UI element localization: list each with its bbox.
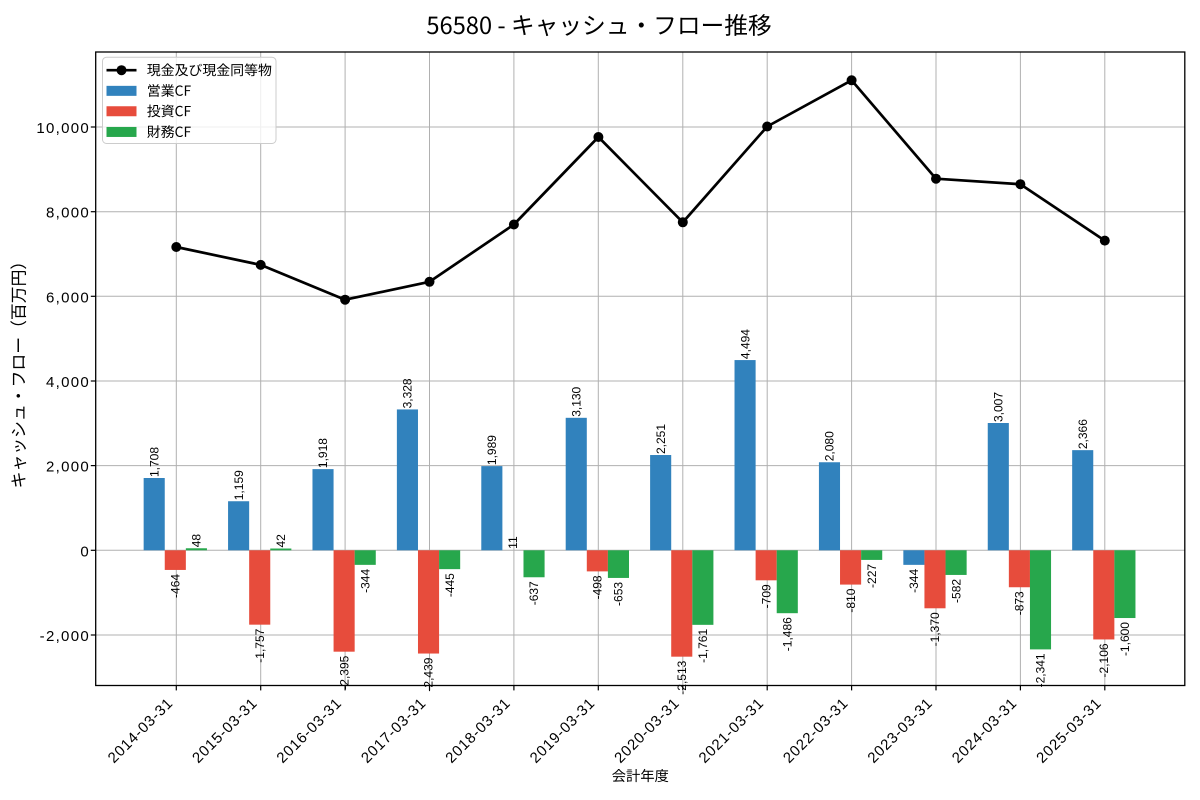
svg-text:-2,000: -2,000 xyxy=(40,628,90,645)
svg-text:4,494: 4,494 xyxy=(738,329,752,359)
svg-text:0: 0 xyxy=(80,543,90,560)
svg-text:-1,486: -1,486 xyxy=(780,617,794,651)
svg-text:3,328: 3,328 xyxy=(401,378,415,408)
svg-text:-637: -637 xyxy=(527,581,541,605)
svg-text:-1,600: -1,600 xyxy=(1118,622,1132,656)
svg-text:4,000: 4,000 xyxy=(46,374,90,391)
svg-text:-1,757: -1,757 xyxy=(253,628,267,662)
svg-text:10,000: 10,000 xyxy=(36,120,90,137)
svg-text:48: 48 xyxy=(190,534,204,548)
svg-text:-2,513: -2,513 xyxy=(675,660,689,694)
svg-text:1,708: 1,708 xyxy=(147,447,161,477)
svg-text:8,000: 8,000 xyxy=(46,205,90,222)
svg-text:2,366: 2,366 xyxy=(1076,419,1090,449)
svg-text:2,000: 2,000 xyxy=(46,459,90,476)
svg-text:-2,341: -2,341 xyxy=(1034,653,1048,687)
svg-text:-1,761: -1,761 xyxy=(696,629,710,663)
svg-text:-1,370: -1,370 xyxy=(928,612,942,646)
svg-text:-445: -445 xyxy=(443,573,457,597)
svg-text:-498: -498 xyxy=(591,575,605,599)
svg-text:-344: -344 xyxy=(358,569,372,593)
svg-text:-464: -464 xyxy=(169,574,183,598)
svg-text:-873: -873 xyxy=(1013,591,1027,615)
svg-text:3,130: 3,130 xyxy=(569,386,583,416)
svg-text:3,007: 3,007 xyxy=(992,392,1006,422)
svg-text:-2,395: -2,395 xyxy=(337,655,351,689)
svg-text:2,080: 2,080 xyxy=(823,431,837,461)
svg-text:-2,439: -2,439 xyxy=(422,657,436,691)
svg-text:1,989: 1,989 xyxy=(485,435,499,465)
svg-text:-582: -582 xyxy=(949,579,963,603)
svg-text:-2,106: -2,106 xyxy=(1097,643,1111,677)
svg-text:6,000: 6,000 xyxy=(46,289,90,306)
svg-text:-653: -653 xyxy=(612,582,626,606)
svg-text:1,159: 1,159 xyxy=(232,470,246,500)
svg-text:-709: -709 xyxy=(759,584,773,608)
svg-text:-344: -344 xyxy=(907,569,921,593)
svg-text:-227: -227 xyxy=(865,564,879,588)
svg-text:11: 11 xyxy=(506,536,520,549)
svg-text:2,251: 2,251 xyxy=(654,424,668,454)
svg-text:42: 42 xyxy=(274,534,288,548)
svg-text:1,918: 1,918 xyxy=(316,438,330,468)
svg-text:-810: -810 xyxy=(844,588,858,612)
